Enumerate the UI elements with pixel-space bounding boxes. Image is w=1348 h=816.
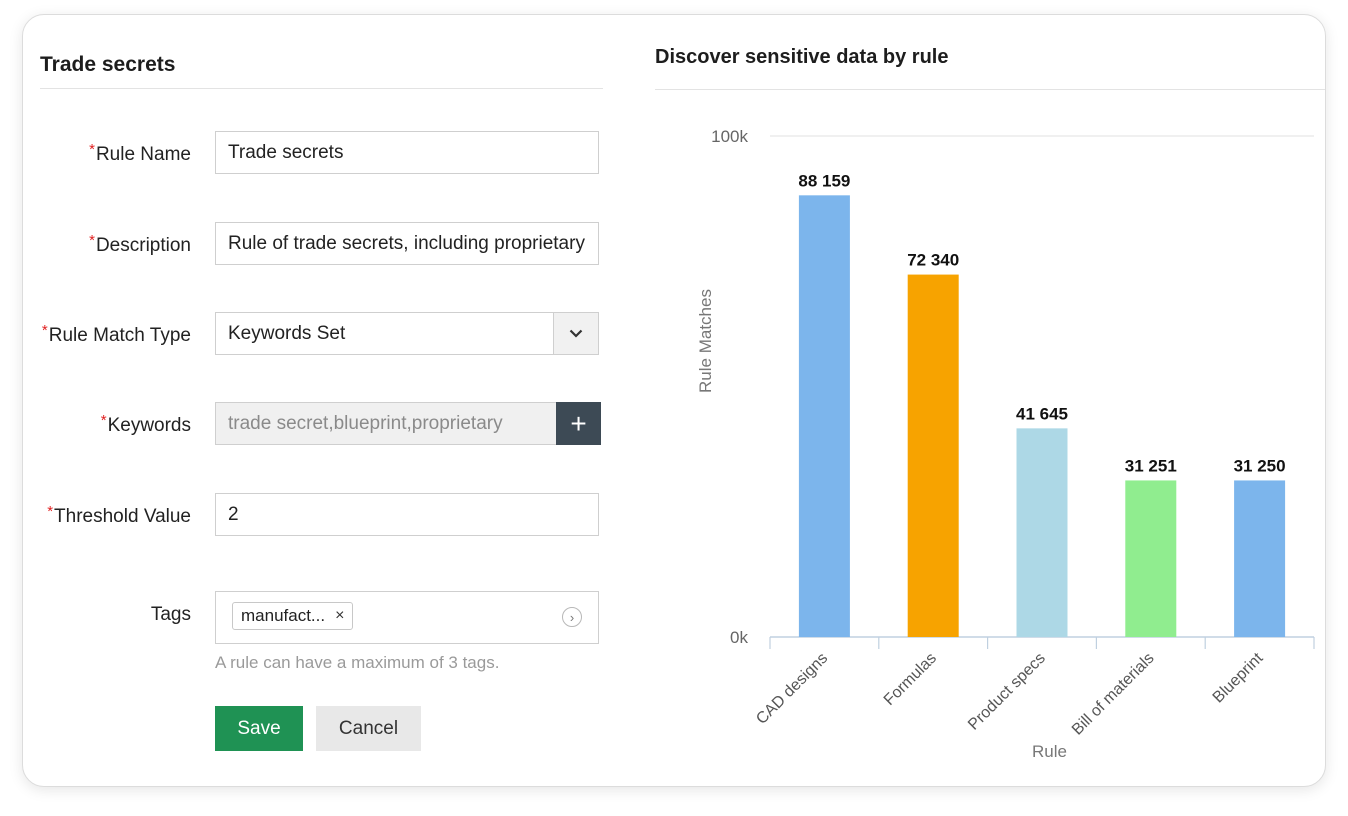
- match-type-select[interactable]: Keywords Set: [215, 312, 599, 355]
- data-label: 31 250: [1234, 456, 1286, 475]
- bar: [1125, 480, 1177, 637]
- required-mark: *: [47, 503, 54, 520]
- threshold-label: *Threshold Value: [47, 503, 191, 527]
- tags-expand-icon[interactable]: ›: [562, 607, 582, 627]
- x-tick-label: Formulas: [881, 650, 940, 709]
- tag-chip: manufact... ×: [232, 602, 354, 630]
- x-tick-label: Bill of materials: [1069, 650, 1158, 739]
- required-mark: *: [89, 232, 95, 249]
- required-mark: *: [41, 322, 48, 339]
- x-tick-label: Product specs: [965, 650, 1049, 734]
- form-title: Trade secrets: [40, 53, 176, 76]
- threshold-input[interactable]: 2: [215, 493, 599, 536]
- bar-chart: 0k 100k 88 159 CAD designs 72 340 Formulas 41 …: [696, 127, 1315, 761]
- required-mark: *: [89, 141, 95, 158]
- description-label: *Description: [89, 232, 191, 256]
- x-tick-label: Blueprint: [1210, 649, 1267, 706]
- bar: [907, 274, 959, 637]
- keywords-input[interactable]: trade secret,blueprint,proprietary: [215, 402, 557, 445]
- data-label: 88 159: [798, 171, 850, 190]
- y-tick-label: 100k: [711, 127, 748, 146]
- x-axis-title: Rule: [1032, 742, 1067, 761]
- chart-title: Discover sensitive data by rule: [655, 46, 949, 68]
- tags-input[interactable]: manufact... × ›: [215, 591, 599, 644]
- rule-name-label: *Rule Name: [89, 141, 191, 165]
- y-tick-label: 0k: [730, 628, 748, 647]
- chevron-down-icon: [569, 329, 583, 338]
- add-keyword-button[interactable]: +: [556, 402, 601, 445]
- bar: [1234, 480, 1286, 637]
- y-axis-title: Rule Matches: [696, 289, 715, 393]
- tags-hint: A rule can have a maximum of 3 tags.: [215, 653, 500, 672]
- required-mark: *: [100, 412, 107, 429]
- match-type-dropdown-button[interactable]: [553, 313, 598, 354]
- bar: [798, 195, 850, 637]
- tag-remove-icon[interactable]: ×: [335, 607, 345, 624]
- cancel-button[interactable]: Cancel: [316, 706, 421, 751]
- plus-icon: +: [570, 408, 587, 439]
- x-tick-label: CAD designs: [753, 650, 831, 728]
- data-label: 31 251: [1125, 456, 1177, 475]
- form-divider: [40, 88, 603, 89]
- chart-divider: [655, 89, 1325, 90]
- tags-label: Tags: [150, 604, 191, 625]
- rule-card: Trade secrets *Rule Name Trade secrets *…: [22, 14, 1326, 787]
- rule-name-input[interactable]: Trade secrets: [215, 131, 599, 174]
- description-input[interactable]: Rule of trade secrets, including proprie…: [215, 222, 599, 265]
- data-label: 72 340: [907, 251, 959, 270]
- match-type-label: *Rule Match Type: [41, 322, 191, 346]
- tag-chip-label: manufact...: [241, 606, 326, 625]
- keywords-label: *Keywords: [100, 412, 191, 436]
- data-label: 41 645: [1016, 404, 1068, 423]
- match-type-value: Keywords Set: [228, 323, 346, 344]
- bar: [1016, 428, 1068, 637]
- save-button[interactable]: Save: [215, 706, 303, 751]
